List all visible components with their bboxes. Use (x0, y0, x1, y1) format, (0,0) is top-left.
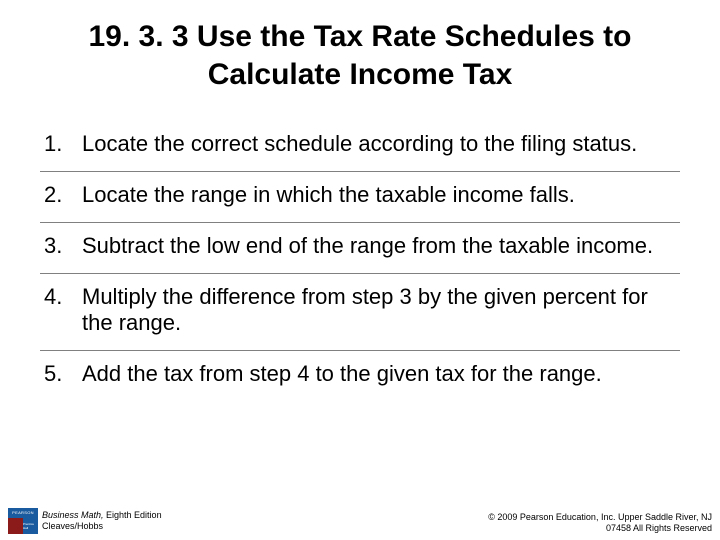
copyright-line1: © 2009 Pearson Education, Inc. Upper Sad… (488, 512, 712, 523)
book-title-line: Business Math, Eighth Edition (42, 510, 162, 521)
list-item: 5. Add the tax from step 4 to the given … (40, 351, 680, 401)
book-edition: Eighth Edition (104, 510, 162, 520)
step-text: Locate the correct schedule according to… (82, 131, 647, 157)
slide-title: 19. 3. 3 Use the Tax Rate Schedules to C… (0, 0, 720, 93)
steps-list: 1. Locate the correct schedule according… (0, 93, 720, 401)
step-text: Subtract the low end of the range from t… (82, 233, 663, 259)
book-info: Business Math, Eighth Edition Cleaves/Ho… (42, 510, 162, 532)
pearson-logo-icon: PEARSON Prentice Hall (8, 508, 38, 534)
copyright-line2: 07458 All Rights Reserved (488, 523, 712, 534)
step-number: 3. (40, 233, 82, 259)
step-number: 1. (40, 131, 82, 157)
step-text: Multiply the difference from step 3 by t… (82, 284, 680, 336)
copyright: © 2009 Pearson Education, Inc. Upper Sad… (488, 512, 712, 534)
book-title: Business Math, (42, 510, 104, 520)
logo-top-text: PEARSON (8, 508, 38, 518)
step-number: 4. (40, 284, 82, 336)
list-item: 2. Locate the range in which the taxable… (40, 172, 680, 223)
list-item: 3. Subtract the low end of the range fro… (40, 223, 680, 274)
step-text: Add the tax from step 4 to the given tax… (82, 361, 612, 387)
book-authors: Cleaves/Hobbs (42, 521, 162, 532)
logo-red-block (8, 518, 23, 534)
logo-bottom-text: Prentice Hall (23, 518, 38, 534)
list-item: 1. Locate the correct schedule according… (40, 121, 680, 172)
step-number: 5. (40, 361, 82, 387)
step-text: Locate the range in which the taxable in… (82, 182, 585, 208)
footer: PEARSON Prentice Hall Business Math, Eig… (0, 508, 720, 534)
list-item: 4. Multiply the difference from step 3 b… (40, 274, 680, 351)
logo-bottom: Prentice Hall (8, 518, 38, 534)
footer-left: PEARSON Prentice Hall Business Math, Eig… (8, 508, 162, 534)
step-number: 2. (40, 182, 82, 208)
